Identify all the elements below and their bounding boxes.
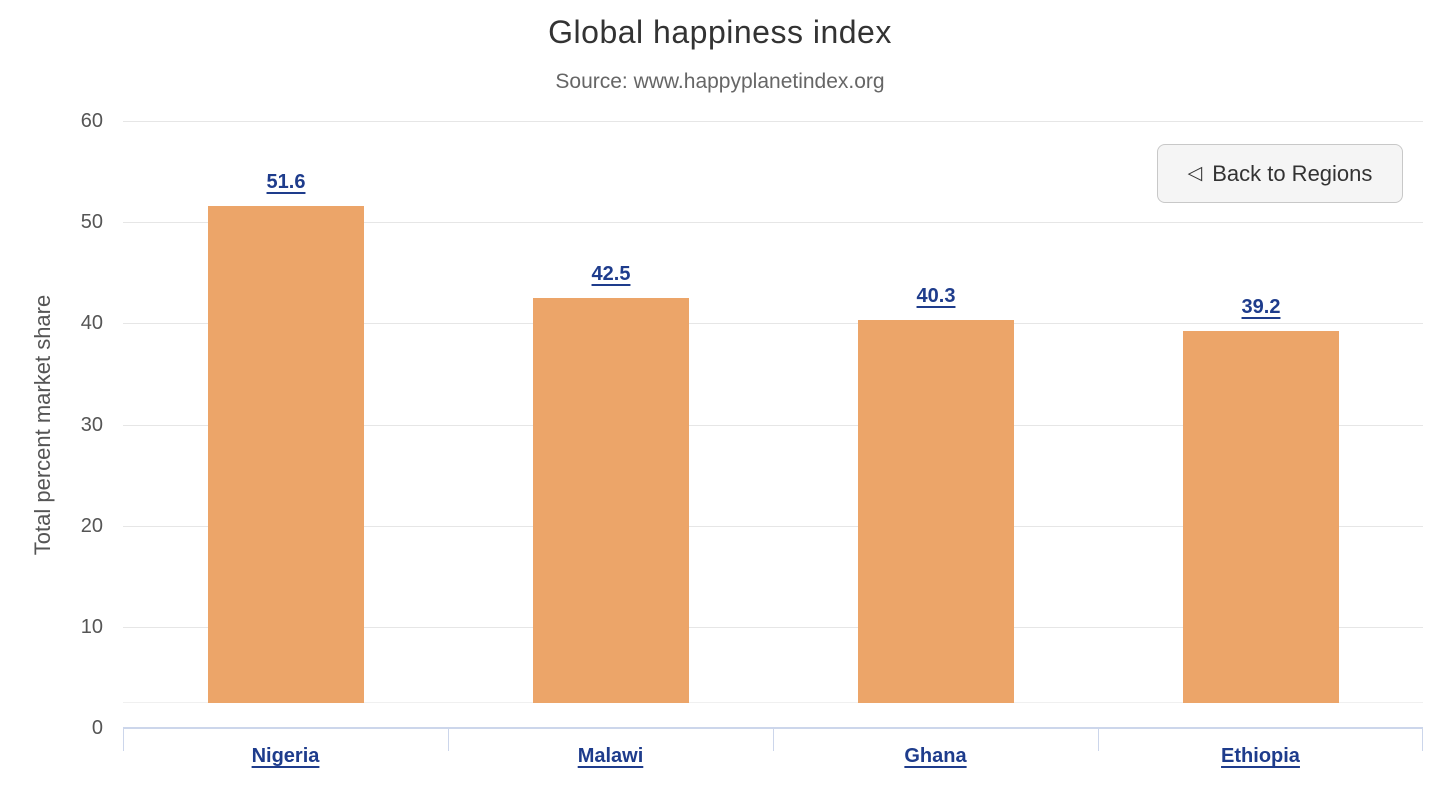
category-label-malawi[interactable]: Malawi — [577, 745, 644, 767]
bar-value-label-nigeria[interactable]: 51.6 — [266, 171, 306, 193]
bar-value-label-ghana[interactable]: 40.3 — [916, 285, 956, 307]
back-arrow-icon: ◁ — [1187, 163, 1203, 184]
category-label-nigeria[interactable]: Nigeria — [251, 745, 320, 767]
bar-malawi[interactable] — [533, 298, 689, 703]
gridline-40 — [123, 323, 1423, 324]
back-button-label: Back to Regions — [1212, 160, 1373, 186]
y-tick-label-50: 50 — [80, 211, 103, 233]
bar-value-label-malawi[interactable]: 42.5 — [591, 263, 631, 285]
bar-value-label-ethiopia[interactable]: 39.2 — [1241, 296, 1281, 318]
x-axis-tick-3 — [1098, 728, 1099, 751]
bar-ghana[interactable] — [858, 320, 1014, 703]
y-tick-label-30: 30 — [80, 414, 103, 436]
x-axis-tick-4 — [1422, 728, 1423, 751]
x-axis-tick-2 — [773, 728, 774, 751]
y-tick-label-20: 20 — [80, 515, 103, 537]
y-tick-label-0: 0 — [91, 717, 103, 739]
category-label-ethiopia[interactable]: Ethiopia — [1221, 745, 1300, 767]
gridline-60 — [123, 121, 1423, 122]
y-tick-label-60: 60 — [80, 110, 103, 132]
gridline-50 — [123, 222, 1423, 223]
chart-subtitle: Source: www.happyplanetindex.org — [555, 70, 885, 93]
gridline-30 — [123, 425, 1423, 426]
y-tick-label-40: 40 — [80, 312, 103, 334]
y-tick-label-10: 10 — [80, 616, 103, 638]
back-to-regions-button[interactable]: ◁ Back to Regions — [1157, 144, 1403, 203]
gridline-20 — [123, 526, 1423, 527]
gridline-10 — [123, 627, 1423, 628]
bar-baseline — [123, 702, 1423, 703]
bar-nigeria[interactable] — [208, 206, 364, 703]
bar-ethiopia[interactable] — [1183, 331, 1339, 703]
chart-title: Global happiness index — [548, 14, 892, 50]
x-axis-tick-0 — [123, 728, 124, 751]
category-label-ghana[interactable]: Ghana — [904, 745, 967, 767]
x-axis-tick-1 — [448, 728, 449, 751]
